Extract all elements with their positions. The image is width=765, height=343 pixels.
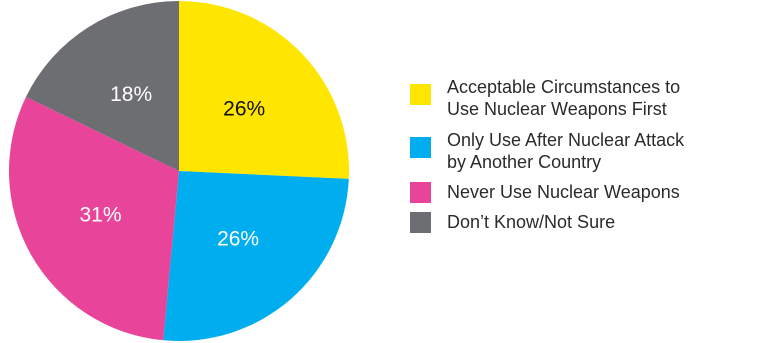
legend-swatch-never-use bbox=[410, 182, 431, 203]
legend-item-after-attack: Only Use After Nuclear Attack by Another… bbox=[410, 129, 760, 173]
legend-label-line: Never Use Nuclear Weapons bbox=[447, 182, 680, 202]
pie-value-label-not-sure: 18% bbox=[110, 83, 152, 106]
pie-slice-not-sure bbox=[25, 1, 180, 171]
pie-slice-after-attack bbox=[163, 171, 349, 341]
legend-label-line: by Another Country bbox=[447, 152, 602, 172]
legend-item-not-sure: Don’t Know/Not Sure bbox=[410, 212, 760, 233]
legend-swatch-not-sure bbox=[410, 212, 431, 233]
pie-value-label-first-use: 26% bbox=[223, 97, 265, 120]
legend-label-line: Only Use After Nuclear Attack bbox=[447, 130, 685, 150]
legend-label-first-use: Acceptable Circumstances to Use Nuclear … bbox=[447, 76, 680, 120]
chart-legend: Acceptable Circumstances to Use Nuclear … bbox=[410, 76, 760, 242]
legend-label-never-use: Never Use Nuclear Weapons bbox=[447, 182, 680, 203]
pie-slice-first-use bbox=[179, 1, 349, 179]
pie-value-label-never-use: 31% bbox=[79, 204, 121, 227]
legend-swatch-after-attack bbox=[410, 137, 431, 158]
legend-label-line: Acceptable Circumstances to bbox=[447, 77, 681, 97]
pie-value-label-after-attack: 26% bbox=[217, 228, 259, 251]
legend-label-not-sure: Don’t Know/Not Sure bbox=[447, 212, 615, 233]
legend-swatch-first-use bbox=[410, 84, 431, 105]
legend-item-first-use: Acceptable Circumstances to Use Nuclear … bbox=[410, 76, 760, 120]
legend-label-after-attack: Only Use After Nuclear Attack by Another… bbox=[447, 129, 684, 173]
pie-slice-never-use bbox=[8, 96, 179, 341]
legend-label-line: Use Nuclear Weapons First bbox=[447, 99, 667, 119]
legend-item-never-use: Never Use Nuclear Weapons bbox=[410, 182, 760, 203]
legend-label-line: Don’t Know/Not Sure bbox=[447, 212, 616, 232]
